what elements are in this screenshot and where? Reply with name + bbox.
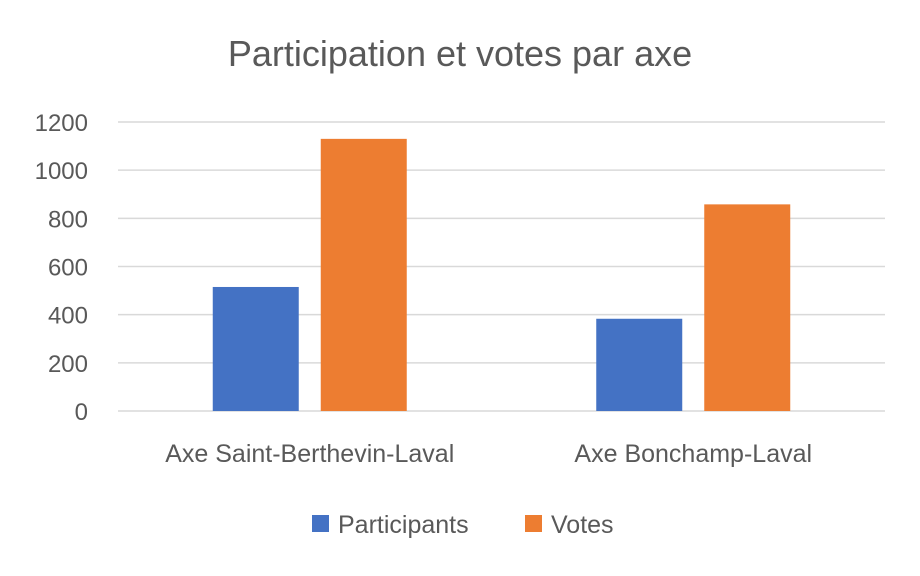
legend-label-votes: Votes <box>551 511 614 539</box>
legend-swatch-votes <box>525 515 542 532</box>
bar-votes-1 <box>704 204 791 411</box>
y-tick-label: 1200 <box>35 110 88 137</box>
bar-votes-0 <box>320 138 407 411</box>
y-tick-label: 0 <box>75 399 88 426</box>
bars <box>212 138 791 411</box>
y-axis-ticks: 0 200 400 600 800 1000 1200 <box>35 110 88 426</box>
y-tick-label: 200 <box>48 351 88 378</box>
y-tick-label: 800 <box>48 206 88 233</box>
legend-swatch-participants <box>312 515 329 532</box>
x-axis-categories: Axe Saint-Berthevin-Laval Axe Bonchamp-La… <box>165 440 812 468</box>
bar-participants-0 <box>212 286 299 411</box>
legend: Participants Votes <box>312 511 614 539</box>
y-tick-label: 400 <box>48 303 88 330</box>
x-category-label: Axe Saint-Berthevin-Laval <box>165 440 454 468</box>
bar-participants-1 <box>596 318 683 411</box>
y-tick-label: 1000 <box>35 158 88 185</box>
chart-title: Participation et votes par axe <box>228 33 692 74</box>
x-category-label: Axe Bonchamp-Laval <box>574 440 812 468</box>
y-tick-label: 600 <box>48 255 88 282</box>
legend-label-participants: Participants <box>338 511 469 539</box>
